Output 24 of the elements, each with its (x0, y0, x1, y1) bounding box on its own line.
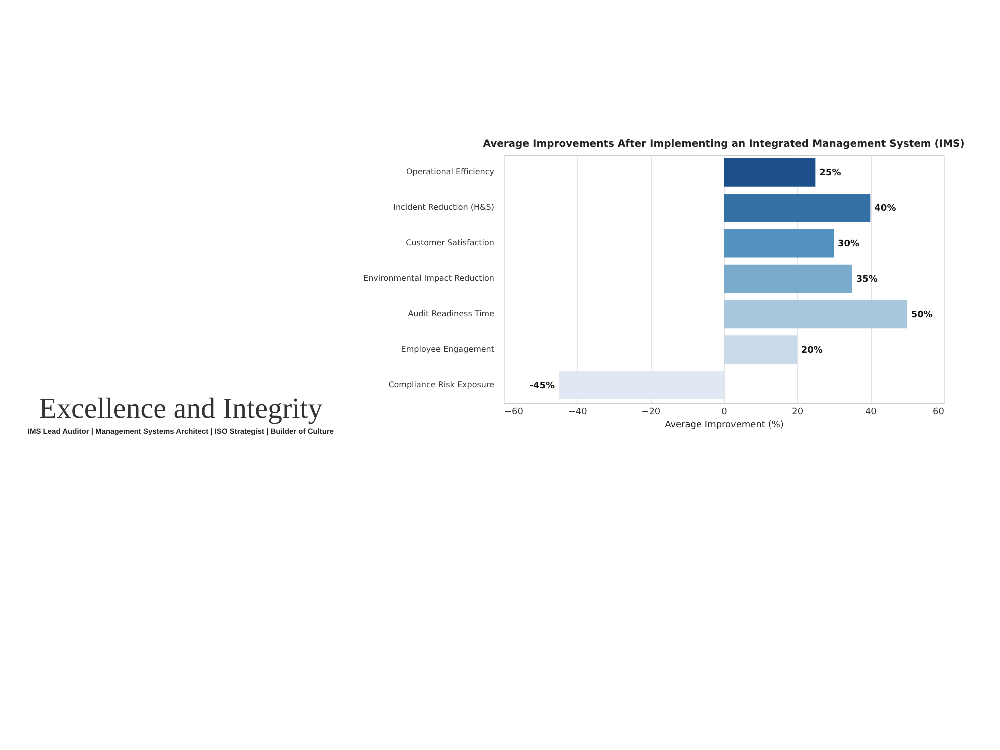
y-tick-label: Operational Efficiency (406, 168, 495, 177)
data-label: 25% (820, 168, 842, 179)
text: Excellence and Integrity (39, 393, 324, 425)
x-tick-label: 20 (792, 408, 804, 418)
y-tick-label: Employee Engagement (401, 344, 494, 354)
x-axis-title: Average Improvement (%) (665, 420, 784, 430)
data-label: 40% (874, 204, 896, 214)
data-label: 35% (856, 275, 878, 285)
y-tick-label: Compliance Risk Exposure (388, 380, 495, 390)
x-tick-label: −60 (504, 408, 524, 418)
data-label: 30% (838, 240, 860, 250)
y-tick-label: Incident Reduction (H&S) (394, 203, 494, 212)
x-tick-label: 0 (722, 408, 728, 418)
data-label: -45% (530, 381, 555, 392)
x-tick-label: 40 (865, 408, 878, 418)
data-label: 20% (801, 346, 823, 356)
y-tick-label: Environmental Impact Reduction (364, 274, 494, 283)
x-tick-label: −20 (642, 408, 661, 418)
x-tick-label: −40 (568, 408, 588, 418)
y-tick-label: Audit Readiness Time (408, 309, 495, 318)
chart-title: Average Improvements After Implementing an Integrated Management System (IMS) (483, 139, 965, 150)
data-label: 50% (911, 310, 933, 320)
x-tick-label: 60 (933, 408, 945, 418)
y-tick-label: Customer Satisfaction (406, 238, 494, 248)
